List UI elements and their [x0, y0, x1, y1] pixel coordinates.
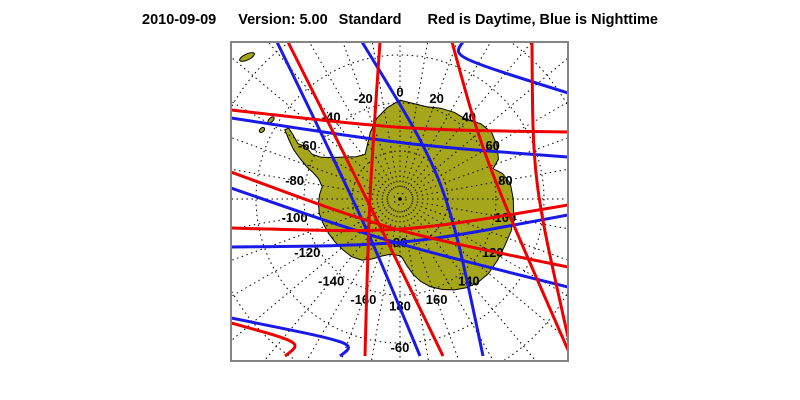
longitude-spoke [403, 42, 458, 188]
plot-frame [230, 41, 569, 362]
longitude-spoke [263, 207, 393, 361]
nighttime-track [275, 42, 422, 357]
island [239, 52, 255, 62]
pole-circle [393, 192, 407, 206]
nighttime-track [231, 213, 568, 249]
latitude-label: -60 [391, 340, 410, 355]
longitude-spoke [401, 42, 429, 188]
daytime-track [363, 42, 382, 357]
longitude-label: -120 [294, 245, 320, 260]
satellite-tracks [231, 42, 568, 358]
longitude-spoke [231, 206, 392, 342]
plot-title: 2010-09-09 Version: 5.00 Standard Red is Da… [0, 12, 800, 28]
longitude-spoke [231, 168, 389, 198]
longitude-label: 80 [498, 173, 512, 188]
plot-area: 0 20406080100120140160180-160-140-120-100… [231, 42, 568, 361]
nighttime-track [231, 316, 350, 358]
nighttime-track [231, 116, 568, 159]
longitude-spoke [407, 207, 537, 361]
daytime-track [231, 108, 568, 134]
daytime-track [231, 170, 568, 269]
nighttime-track [456, 42, 568, 95]
longitude-label: -140 [318, 274, 344, 289]
longitude-spoke [403, 210, 460, 361]
daytime-track [530, 42, 568, 338]
longitude-spoke [231, 202, 389, 262]
longitude-label: 60 [485, 138, 499, 153]
daytime-track [231, 203, 568, 233]
longitude-spoke [370, 210, 399, 361]
longitude-spoke [401, 210, 430, 361]
daytime-track [231, 321, 297, 358]
longitude-label: -20 [354, 91, 373, 106]
longitude-spoke [410, 204, 568, 297]
daytime-track [450, 42, 568, 351]
longitude-spoke [405, 209, 495, 361]
longitude-spoke [410, 101, 568, 194]
longitude-spoke [305, 209, 395, 361]
longitude-label: -60 [298, 138, 317, 153]
title-mode: Standard [338, 12, 402, 28]
longitude-spoke [231, 200, 389, 230]
title-date: 2010-09-09 [142, 12, 217, 28]
longitude-label: -100 [282, 210, 308, 225]
longitude-spoke [411, 168, 568, 198]
longitude-spoke [231, 100, 390, 194]
longitude-label: 160 [426, 292, 448, 307]
longitude-spoke [342, 42, 397, 188]
latitude-circle [255, 54, 545, 344]
longitude-spoke [408, 206, 568, 341]
longitude-label: 20 [429, 91, 443, 106]
title-legend: Red is Daytime, Blue is Nighttime [427, 12, 658, 28]
longitude-spoke [308, 42, 395, 189]
longitude-label: -80 [285, 173, 304, 188]
pole-dot [398, 197, 402, 201]
longitude-label: 140 [458, 274, 480, 289]
longitude-spoke [340, 210, 397, 361]
longitude-spoke [231, 204, 390, 298]
island [258, 126, 266, 134]
longitude-label: 0 [396, 85, 403, 100]
title-version: Version: 5.00 [238, 12, 328, 28]
longitude-label: -160 [350, 292, 376, 307]
longitude-spoke [231, 136, 389, 196]
daytime-track [286, 42, 445, 357]
nighttime-track [360, 42, 485, 357]
longitude-spoke [411, 137, 568, 196]
